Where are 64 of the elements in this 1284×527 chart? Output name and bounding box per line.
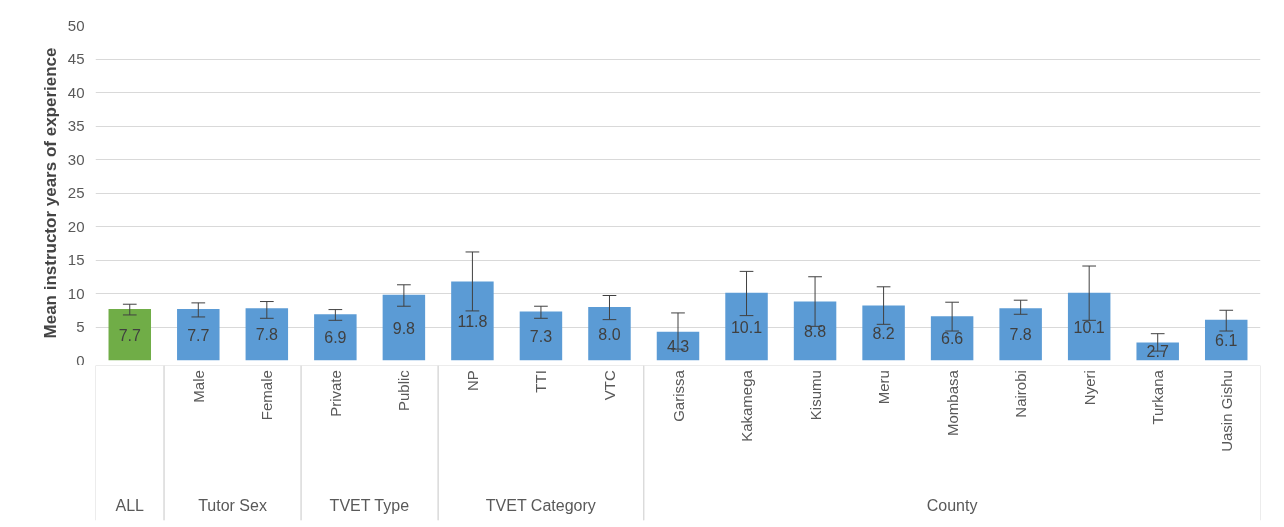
- y-tick-label: 25: [67, 184, 85, 201]
- bar: [1067, 292, 1111, 361]
- x-tick-label: Uasin Gishu: [1217, 370, 1235, 452]
- x-tick-label: Kisumu: [806, 370, 824, 421]
- x-tick-label: TTI: [532, 370, 550, 393]
- bar: [177, 308, 220, 361]
- data-label: 7.8: [255, 326, 279, 344]
- x-tick-label: Turkana: [1149, 369, 1167, 425]
- bar: [999, 308, 1042, 361]
- bar: [725, 292, 768, 361]
- data-label: 8.2: [872, 325, 895, 343]
- y-axis-title: Mean instructor years of experience: [40, 47, 60, 339]
- data-label: 9.8: [392, 319, 416, 337]
- y-tick-label: 30: [67, 150, 85, 168]
- data-label: 7.7: [187, 326, 210, 344]
- bar: [793, 301, 837, 361]
- bar: [108, 308, 152, 361]
- x-tick-label: Private: [326, 370, 344, 417]
- y-tick-label: 0: [76, 351, 85, 369]
- text: TVET Category: [485, 496, 596, 514]
- bar: [451, 281, 494, 361]
- data-label: 6.1: [1215, 332, 1238, 350]
- y-tick-label: 15: [67, 251, 85, 268]
- data-label: 4.3: [666, 338, 690, 356]
- data-label: 8.0: [598, 325, 621, 343]
- x-tick-label: Nyeri: [1080, 370, 1098, 406]
- bar: [519, 311, 563, 361]
- bar: [862, 305, 905, 361]
- x-tick-label: Male: [189, 370, 207, 403]
- x-tick-label: Garissa: [669, 369, 687, 422]
- text: TVET Type: [329, 496, 410, 514]
- data-label: 8.8: [803, 323, 827, 341]
- data-label: 10.1: [1073, 318, 1105, 336]
- text: County: [926, 496, 978, 514]
- bar: [1204, 319, 1248, 361]
- bar: [382, 294, 426, 361]
- text: Tutor Sex: [198, 496, 267, 514]
- bar: [588, 306, 631, 361]
- y-tick-label: 35: [67, 117, 85, 134]
- bar: [245, 308, 289, 361]
- y-tick-label: 45: [67, 50, 85, 67]
- x-tick-label: Mombasa: [943, 369, 961, 437]
- data-label: 7.8: [1009, 326, 1032, 344]
- y-tick-label: 40: [67, 83, 85, 101]
- y-tick-label: 5: [76, 318, 85, 335]
- y-tick-label: 20: [67, 217, 85, 235]
- x-tick-label: Meru: [875, 370, 893, 405]
- data-label: 7.7: [118, 326, 141, 344]
- y-tick-label: 50: [67, 16, 85, 34]
- text: ALL: [115, 496, 145, 514]
- data-label: 11.8: [457, 312, 488, 330]
- data-label: 6.6: [941, 330, 964, 348]
- x-tick-label: NP: [463, 370, 481, 391]
- data-label: 6.9: [324, 329, 347, 347]
- x-tick-label: Nairobi: [1012, 370, 1030, 418]
- bar: [930, 316, 974, 361]
- x-tick-label: Kakamega: [738, 369, 756, 442]
- bar: [314, 314, 357, 361]
- x-tick-label: Female: [258, 370, 276, 421]
- data-label: 7.3: [529, 328, 553, 346]
- x-tick-label: Public: [395, 369, 413, 411]
- data-label: 10.1: [730, 318, 763, 336]
- y-tick-label: 10: [67, 284, 85, 302]
- x-tick-label: VTC: [600, 369, 618, 401]
